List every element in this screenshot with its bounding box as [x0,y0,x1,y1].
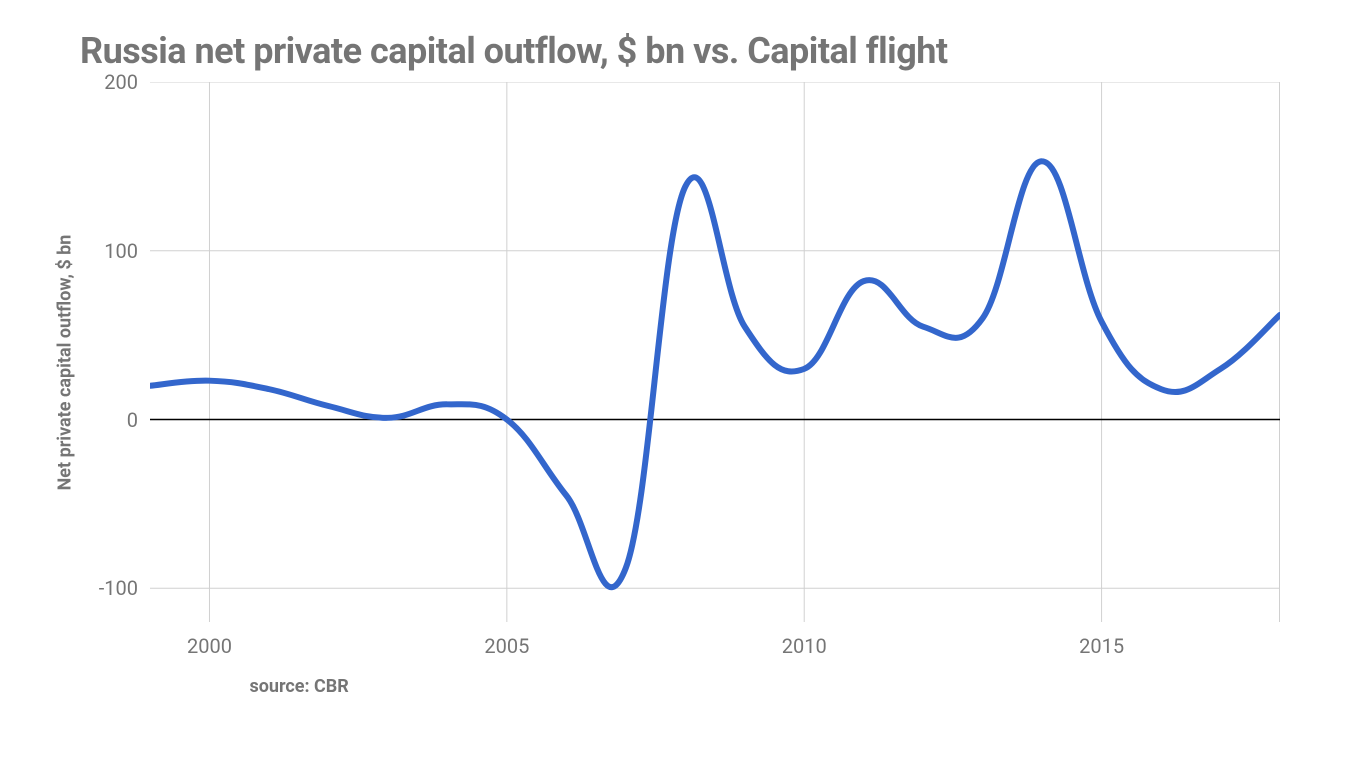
x-tick-label: 2000 [187,622,232,658]
y-tick-label: 100 [104,239,150,263]
source-note: source: CBR [249,676,348,697]
x-tick-label: 2010 [782,622,827,658]
plot-area: Net private capital outflow, $ bn 200020… [150,82,1280,622]
y-axis-label: Net private capital outflow, $ bn [55,235,76,491]
line-chart-svg [150,82,1280,622]
y-tick-label: 0 [127,408,150,432]
y-tick-label: -100 [99,576,150,600]
x-tick-label: 2015 [1079,622,1124,658]
y-tick-label: 200 [104,70,150,94]
chart-title: Russia net private capital outflow, $ bn… [80,30,1320,72]
chart-container: Russia net private capital outflow, $ bn… [0,0,1360,781]
x-tick-label: 2005 [484,622,529,658]
